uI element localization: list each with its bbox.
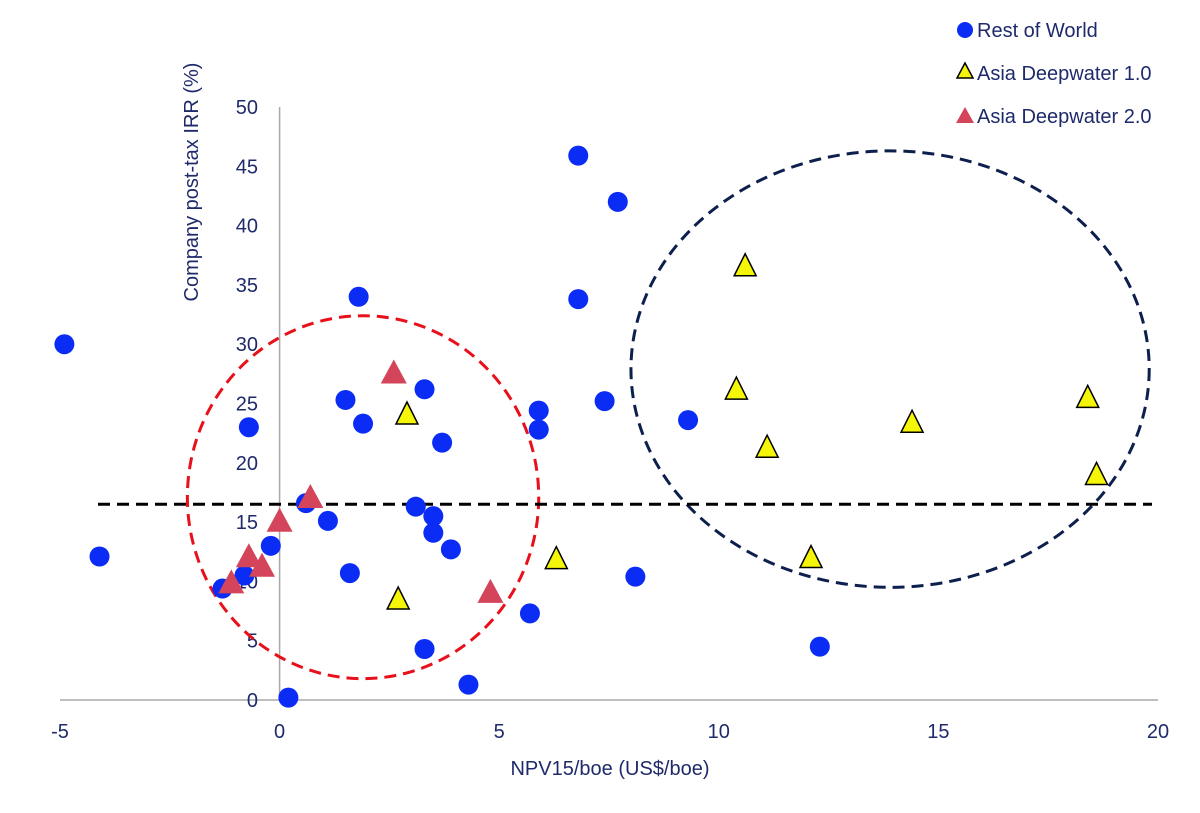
data-point-asia-deepwater-2 xyxy=(266,507,293,532)
data-point-rest-of-world xyxy=(607,191,628,212)
data-point-rest-of-world xyxy=(519,603,540,624)
data-point-rest-of-world xyxy=(594,391,615,412)
data-point-rest-of-world xyxy=(458,674,479,695)
y-tick-label: 5 xyxy=(247,631,258,653)
data-point-asia-deepwater-1 xyxy=(724,375,749,400)
x-tick-label: -5 xyxy=(51,721,69,743)
data-point-asia-deepwater-1 xyxy=(385,585,411,610)
data-point-asia-deepwater-2 xyxy=(249,552,276,577)
legend-marker-asia-deepwater-1 xyxy=(955,61,975,79)
data-point-rest-of-world xyxy=(317,510,338,531)
data-point-rest-of-world xyxy=(432,432,453,453)
data-point-rest-of-world xyxy=(335,389,356,410)
legend-marker-rest-of-world xyxy=(957,22,973,38)
data-point-asia-deepwater-2 xyxy=(477,578,504,603)
axes xyxy=(60,107,1158,701)
y-tick-label: 15 xyxy=(236,512,258,534)
data-point-rest-of-world xyxy=(405,496,426,517)
data-point-rest-of-world xyxy=(89,546,110,567)
data-point-rest-of-world xyxy=(809,636,830,657)
x-tick-label: 15 xyxy=(927,721,949,743)
data-point-asia-deepwater-2 xyxy=(235,543,262,568)
data-point-asia-deepwater-1 xyxy=(754,433,780,458)
data-point-rest-of-world xyxy=(238,417,259,438)
data-point-asia-deepwater-1 xyxy=(1084,460,1109,486)
data-points xyxy=(54,145,1109,708)
data-point-asia-deepwater-1 xyxy=(899,408,925,434)
data-point-rest-of-world xyxy=(440,539,461,560)
data-point-rest-of-world xyxy=(414,639,435,660)
y-tick-label: 35 xyxy=(236,275,258,297)
x-tick-label: 20 xyxy=(1147,721,1169,743)
data-point-rest-of-world xyxy=(348,286,369,307)
data-point-asia-deepwater-1 xyxy=(394,400,420,425)
highlight-ellipse xyxy=(185,314,541,681)
legend-marker-asia-deepwater-2 xyxy=(956,107,974,123)
data-point-rest-of-world xyxy=(54,334,75,355)
highlight-ellipse xyxy=(629,149,1151,589)
data-point-asia-deepwater-1 xyxy=(1075,383,1100,409)
data-point-asia-deepwater-1 xyxy=(732,252,758,277)
data-point-rest-of-world xyxy=(278,687,299,708)
x-tick-label: 0 xyxy=(274,721,285,743)
y-tick-label: 40 xyxy=(236,216,258,238)
x-tick-labels: -5 0 5 10 15 20 xyxy=(51,721,1169,743)
y-axis-title: Company post-tax IRR (%) xyxy=(181,63,203,302)
data-point-asia-deepwater-1 xyxy=(544,545,569,570)
data-point-rest-of-world xyxy=(528,400,549,421)
x-tick-label: 5 xyxy=(494,721,505,743)
annotations xyxy=(185,149,1151,681)
data-point-rest-of-world xyxy=(414,379,435,400)
data-point-asia-deepwater-2 xyxy=(380,359,407,384)
y-tick-label: 25 xyxy=(236,394,258,416)
data-point-asia-deepwater-2 xyxy=(218,569,245,594)
data-point-rest-of-world xyxy=(353,413,374,434)
legend-label-asia-deepwater-1: Asia Deepwater 1.0 xyxy=(977,63,1152,85)
data-point-asia-deepwater-1 xyxy=(798,543,824,569)
y-tick-label: 20 xyxy=(236,453,258,475)
data-point-rest-of-world xyxy=(678,410,699,431)
legend-label-rest-of-world: Rest of World xyxy=(977,20,1098,42)
y-tick-label: 50 xyxy=(236,97,258,119)
x-tick-label: 10 xyxy=(708,721,730,743)
data-point-rest-of-world xyxy=(568,289,589,310)
data-point-asia-deepwater-2 xyxy=(297,484,324,509)
data-point-rest-of-world xyxy=(423,506,444,527)
y-tick-label: 45 xyxy=(236,156,258,178)
data-point-rest-of-world xyxy=(528,419,549,440)
x-axis-title: NPV15/boe (US$/boe) xyxy=(510,758,709,780)
y-tick-labels: 05101520253035404550 xyxy=(236,97,258,712)
data-point-rest-of-world xyxy=(234,565,255,586)
y-tick-label: 0 xyxy=(247,690,258,712)
data-point-rest-of-world xyxy=(423,522,444,543)
data-point-rest-of-world xyxy=(339,563,360,584)
legend-label-asia-deepwater-2: Asia Deepwater 2.0 xyxy=(977,106,1152,128)
data-point-rest-of-world xyxy=(625,566,646,587)
data-point-rest-of-world xyxy=(260,535,281,556)
data-point-rest-of-world xyxy=(568,145,589,166)
legend: Rest of World Asia Deepwater 1.0 Asia De… xyxy=(955,20,1152,128)
y-tick-label: 30 xyxy=(236,334,258,356)
